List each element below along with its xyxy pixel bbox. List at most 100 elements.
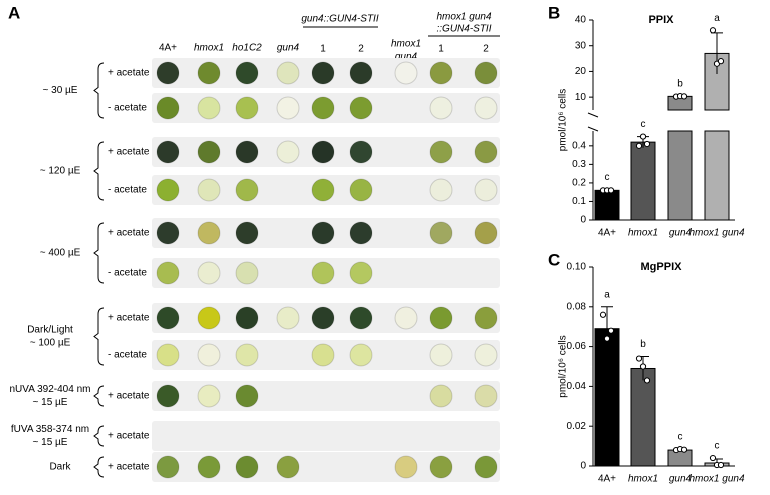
- colony-spot: [429, 306, 453, 330]
- colony-spot: [311, 343, 335, 367]
- colony-spot: [235, 178, 259, 202]
- column-header: 4A+: [159, 43, 177, 54]
- colony-spot: [156, 221, 180, 245]
- bracket: [93, 307, 105, 366]
- column-group: ::GUN4-STII: [436, 24, 491, 35]
- colony-spot: [394, 455, 418, 479]
- x-tick-label: hmox1 gun4: [689, 474, 744, 485]
- significance-letter: c: [715, 441, 720, 452]
- column-header: hmox1: [391, 39, 421, 50]
- row-label: - acetate: [108, 185, 147, 196]
- bar: [630, 141, 656, 221]
- data-point: [717, 461, 725, 469]
- axis-break: [587, 112, 599, 132]
- y-tick-label: 0.02: [567, 421, 587, 432]
- y-tick-label: 0.3: [572, 159, 586, 170]
- colony-spot: [276, 61, 300, 85]
- bar: [594, 189, 620, 221]
- y-tick-label: 30: [575, 40, 587, 51]
- colony-spot: [197, 384, 221, 408]
- bar: [704, 130, 730, 221]
- colony-spot: [394, 306, 418, 330]
- colony-spot: [311, 221, 335, 245]
- colony-spot: [311, 140, 335, 164]
- column-header: hmox1: [194, 43, 224, 54]
- column-number: 1: [438, 44, 444, 55]
- chart-title: PPIX: [648, 14, 674, 26]
- colony-spot: [276, 455, 300, 479]
- colony-spot: [197, 261, 221, 285]
- colony-spot: [474, 178, 498, 202]
- colony-spot: [156, 178, 180, 202]
- bar: [667, 449, 693, 467]
- colony-spot: [429, 221, 453, 245]
- y-tick-label: 0.10: [567, 262, 587, 273]
- data-point: [643, 140, 651, 148]
- group-label: ~ 15 µE: [33, 437, 68, 448]
- colony-spot: [474, 384, 498, 408]
- y-tick-label: 0: [580, 215, 586, 226]
- significance-letter: b: [640, 339, 646, 350]
- y-tick-label: 0.04: [567, 381, 587, 392]
- colony-spot: [276, 140, 300, 164]
- column-number: 2: [483, 44, 489, 55]
- colony-spot: [156, 61, 180, 85]
- row-label: + acetate: [108, 147, 150, 158]
- row-label: - acetate: [108, 103, 147, 114]
- colony-spot: [474, 343, 498, 367]
- column-header: 1: [320, 44, 326, 55]
- y-tick-label: 0.06: [567, 341, 587, 352]
- colony-spot: [429, 384, 453, 408]
- group-label: Dark/Light: [27, 325, 73, 336]
- y-tick-label: 0.2: [572, 178, 586, 189]
- column-header: gun4: [277, 43, 300, 54]
- bracket: [93, 141, 105, 201]
- data-point: [603, 335, 611, 342]
- colony-spot: [429, 178, 453, 202]
- x-tick-label: gun4: [669, 228, 692, 239]
- colony-spot: [474, 221, 498, 245]
- colony-spot: [429, 455, 453, 479]
- group-label: ~ 30 µE: [43, 85, 78, 96]
- significance-letter: b: [677, 78, 683, 89]
- colony-spot: [197, 343, 221, 367]
- group-label: ~ 100 µE: [30, 338, 71, 349]
- error-bar: [601, 306, 613, 351]
- bracket: [93, 62, 105, 119]
- significance-letter: a: [604, 289, 610, 300]
- bar: [704, 52, 730, 111]
- colony-spot: [474, 96, 498, 120]
- colony-spot: [311, 306, 335, 330]
- colony-spot: [197, 221, 221, 245]
- data-point: [639, 363, 647, 370]
- colony-spot: [197, 178, 221, 202]
- colony-spot: [349, 61, 373, 85]
- x-tick-label: 4A+: [598, 474, 616, 485]
- colony-spot: [349, 221, 373, 245]
- x-tick-label: 4A+: [598, 228, 616, 239]
- y-tick-label: 0.08: [567, 301, 587, 312]
- colony-spot: [235, 96, 259, 120]
- column-header: ho1C2: [232, 43, 262, 54]
- y-tick-label: 0.4: [572, 140, 586, 151]
- group-label: ~ 400 µE: [40, 248, 81, 259]
- data-point: [680, 446, 688, 453]
- data-point: [635, 355, 643, 362]
- data-point: [717, 58, 725, 65]
- colony-spot: [235, 221, 259, 245]
- y-tick-label: 10: [575, 92, 587, 103]
- colony-spot: [429, 140, 453, 164]
- data-point: [607, 327, 615, 334]
- group-label: nUVA 392-404 nm: [10, 384, 91, 395]
- significance-letter: a: [714, 13, 720, 24]
- chart-title: MgPPIX: [641, 261, 683, 273]
- colony-spot: [156, 96, 180, 120]
- colony-spot: [349, 306, 373, 330]
- row-label: + acetate: [108, 313, 150, 324]
- colony-spot: [474, 61, 498, 85]
- colony-spot: [429, 61, 453, 85]
- y-tick-label: 20: [575, 66, 587, 77]
- y-axis-label: pmol/10⁶ cells: [558, 335, 569, 397]
- colony-spot: [311, 261, 335, 285]
- bracket: [93, 425, 105, 447]
